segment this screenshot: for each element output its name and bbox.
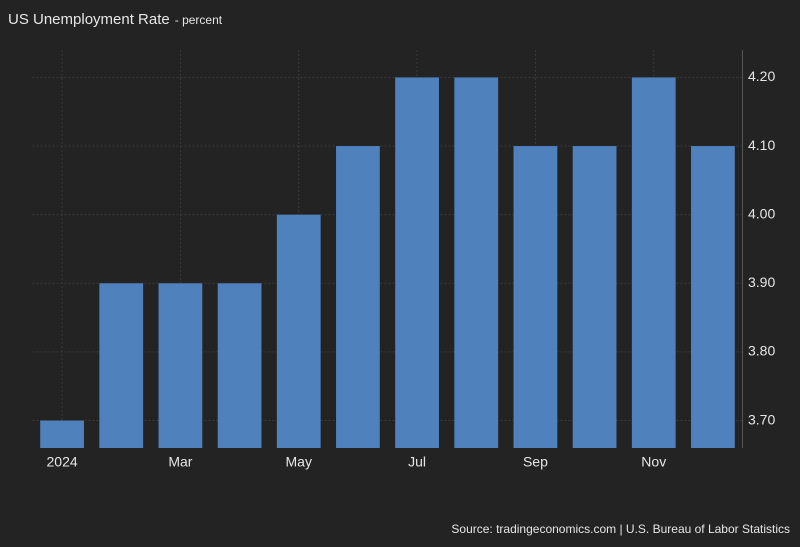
bar	[454, 77, 499, 448]
bar	[572, 146, 617, 448]
bar	[513, 146, 558, 448]
x-tick-label: Nov	[641, 454, 666, 470]
source: Source: tradingeconomics.com | U.S. Bure…	[451, 522, 790, 536]
chart-subtitle: - percent	[175, 13, 223, 27]
y-tick-label: 4.00	[748, 205, 775, 221]
bar	[99, 283, 144, 448]
bar	[217, 283, 262, 448]
bar	[276, 214, 321, 448]
y-tick-label: 3.70	[748, 411, 775, 427]
y-tick-label: 3.90	[748, 274, 775, 290]
chart-title: US Unemployment Rate	[8, 11, 170, 28]
x-tick-label: Jul	[408, 454, 426, 470]
x-tick-label: Mar	[168, 454, 192, 470]
y-tick-label: 4.10	[748, 137, 775, 153]
y-tick-label: 4.20	[748, 68, 775, 84]
x-tick-label: Sep	[523, 454, 548, 470]
y-tick-label: 3.80	[748, 343, 775, 359]
x-tick-label: May	[286, 454, 312, 470]
x-tick-label: 2024	[47, 454, 78, 470]
bar	[158, 283, 203, 448]
bar	[336, 146, 380, 448]
bar	[395, 77, 439, 448]
bar	[40, 420, 84, 448]
bar	[631, 77, 676, 448]
bar	[691, 146, 735, 448]
